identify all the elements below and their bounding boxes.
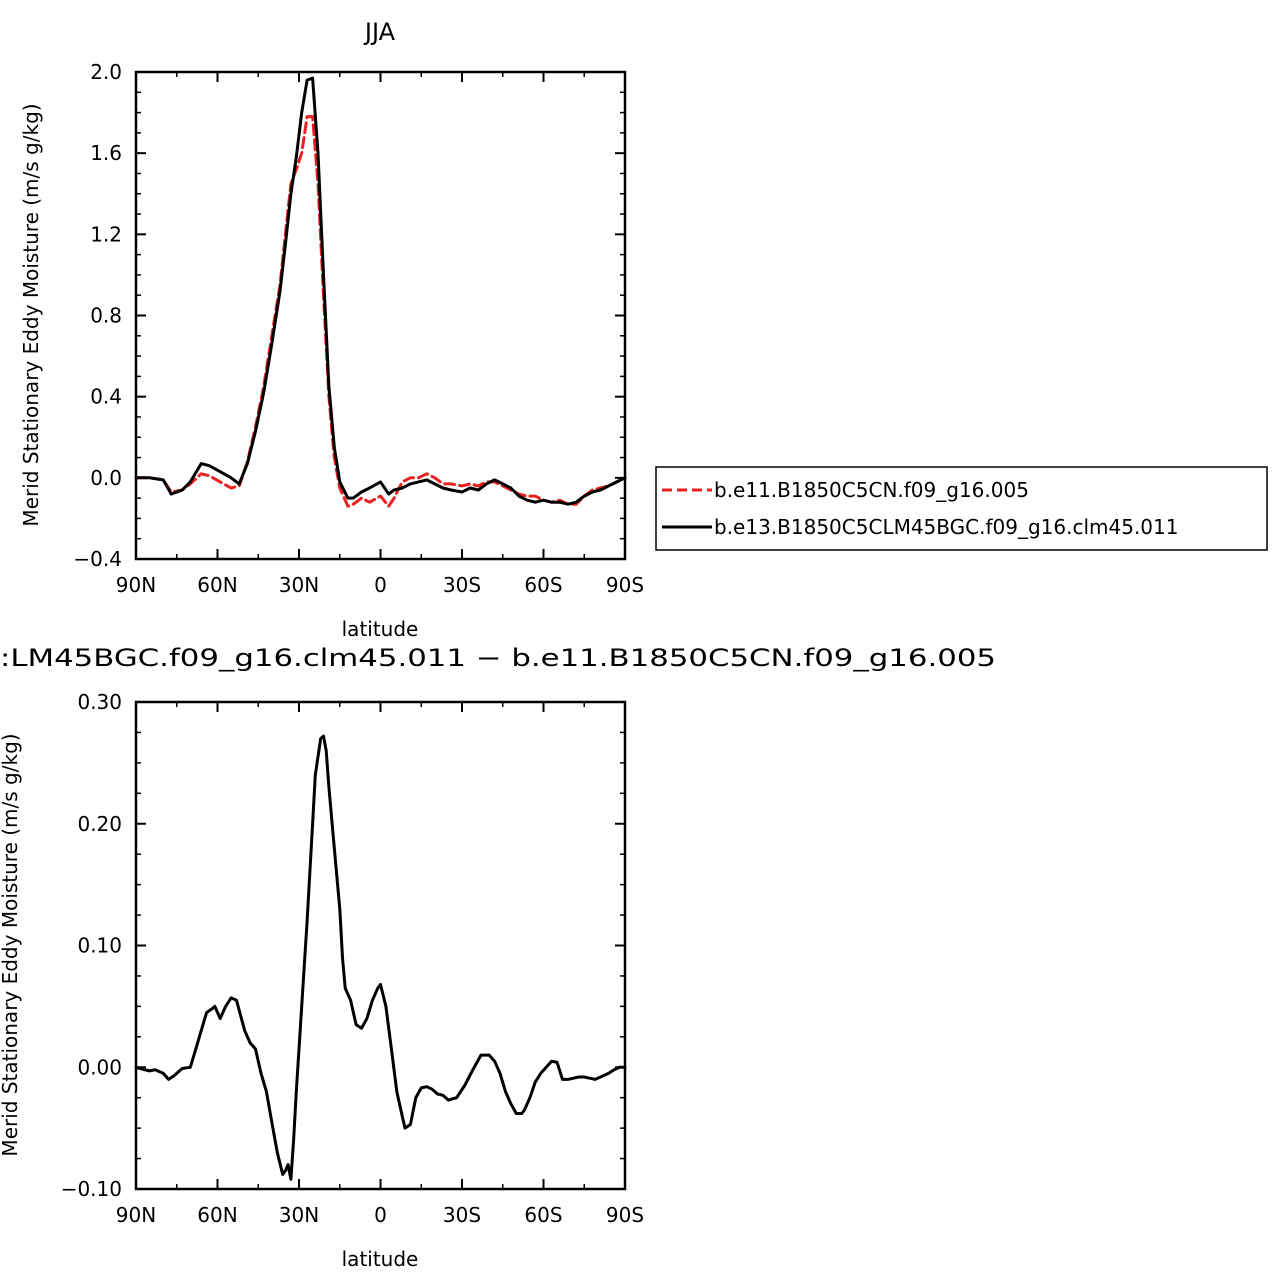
top-y-tick-label: 2.0 [90,60,122,84]
top-y-tick-label: 0.4 [90,385,122,409]
bottom-chart-title: :LM45BGC.f09_g16.clm45.011 − b.e11.B1850… [0,644,996,672]
top-x-tick-label: 60S [524,573,562,597]
top-series-group [134,76,627,508]
legend-label-0: b.e11.B1850C5CN.f09_g16.005 [714,478,1029,502]
bottom-x-tick-label: 0 [374,1203,387,1227]
bottom-x-tick-label: 60N [197,1203,237,1227]
top-x-tick-label: 90S [606,573,644,597]
bottom-x-axis-label: latitude [342,1247,419,1271]
top-y-tick-label: 0.8 [90,304,122,328]
bottom-y-axis-label: Merid Stationary Eddy Moisture (m/s g/kg… [0,733,22,1156]
bottom-y-tick-label: 0.20 [77,812,122,836]
legend: b.e11.B1850C5CN.f09_g16.005 b.e13.B1850C… [655,466,1268,551]
bottom-x-tick-label: 90S [606,1203,644,1227]
bottom-y-tick-label: 0.00 [77,1055,122,1079]
top-y-tick-label: 1.6 [90,141,122,165]
bottom-x-tick-label: 30S [443,1203,481,1227]
top-x-tick-label: 30N [279,573,319,597]
legend-label-1: b.e13.B1850C5CLM45BGC.f09_g16.clm45.011 [714,515,1178,539]
top-series-line-0 [134,115,627,508]
top-y-tick-label: 0.0 [90,466,122,490]
bottom-axes: 90N 60N 30N 0 30S 60S 90S −0.10 0.00 0.10 0.20 0.30 [61,690,644,1227]
bottom-panel: :LM45BGC.f09_g16.clm45.011 − b.e11.B1850… [0,644,996,1271]
legend-box [655,466,1268,551]
top-y-axis-label: Merid Stationary Eddy Moisture (m/s g/kg… [19,103,43,526]
top-y-tick-label: 1.2 [90,222,122,246]
bottom-x-tick-label: 30N [279,1203,319,1227]
top-x-axis-label: latitude [342,617,419,641]
top-axes: 90N 60N 30N 0 30S 60S 90S −0.4 0.0 0.4 0.8 1.2 1.6 2.… [73,60,644,597]
bottom-plot-frame [134,700,627,1191]
top-plot-frame [134,70,627,561]
top-x-tick-label: 0 [374,573,387,597]
top-series-line-1 [134,76,627,506]
bottom-series-group [134,734,627,1181]
bottom-y-tick-label: −0.10 [61,1177,122,1201]
top-x-tick-label: 60N [197,573,237,597]
top-y-tick-label: −0.4 [73,547,122,571]
top-panel: JJA 90N 60N 30N 0 30S 60S 90S −0.4 0.0 0.4 0.8 1.2 1… [19,18,1268,641]
top-x-tick-label: 90N [116,573,156,597]
top-x-tick-label: 30S [443,573,481,597]
bottom-x-tick-label: 90N [116,1203,156,1227]
bottom-y-tick-label: 0.30 [77,690,122,714]
bottom-y-tick-label: 0.10 [77,934,122,958]
bottom-series-line-0 [134,734,627,1181]
top-chart-title: JJA [363,18,396,46]
bottom-x-tick-label: 60S [524,1203,562,1227]
